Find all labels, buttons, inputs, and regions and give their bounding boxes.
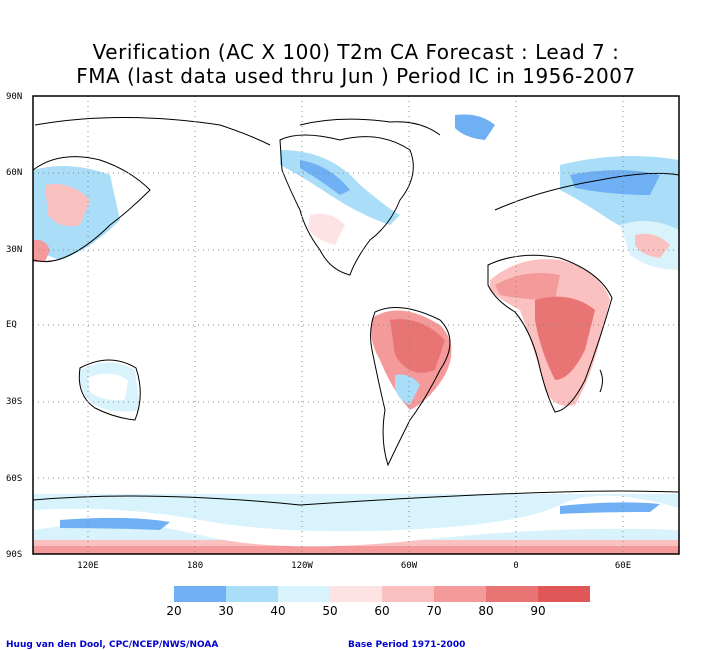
legend-label: 30	[218, 604, 234, 618]
lon-label-0: 0	[513, 561, 519, 571]
legend-color-box	[382, 586, 434, 602]
lon-label-120e: 120E	[77, 561, 99, 571]
legend-label: 60	[374, 604, 390, 618]
lat-label-30n: 30N	[6, 245, 23, 255]
legend-color-box	[330, 586, 382, 602]
legend-label: 40	[270, 604, 286, 618]
legend-label: 50	[322, 604, 338, 618]
lat-label-60s: 60S	[6, 474, 23, 484]
legend-color-box	[538, 586, 590, 602]
legend-color-box	[486, 586, 538, 602]
lat-label-30s: 30S	[6, 397, 23, 407]
lon-label-60w: 60W	[400, 561, 418, 571]
lon-label-60e: 60E	[614, 561, 632, 571]
lat-label-90n: 90N	[6, 92, 23, 102]
lat-label-90s: 90S	[6, 550, 23, 560]
map-frame-border	[32, 95, 680, 555]
map-title-line-2: FMA (last data used thru Jun ) Period IC…	[76, 64, 636, 88]
lat-label-eq: EQ	[6, 320, 17, 330]
legend-label: 20	[166, 604, 182, 618]
lat-label-60n: 60N	[6, 168, 23, 178]
legend-label: 80	[478, 604, 494, 618]
legend-color-box	[174, 586, 226, 602]
map-title-line-1: Verification (AC X 100) T2m CA Forecast …	[92, 40, 620, 64]
lon-label-180: 180	[186, 561, 204, 571]
lon-label-120w: 120W	[291, 561, 313, 571]
credit-author: Huug van den Dool, CPC/NCEP/NWS/NOAA	[6, 640, 219, 650]
legend-color-box	[278, 586, 330, 602]
legend-color-box	[434, 586, 486, 602]
legend-color-box	[226, 586, 278, 602]
colorbar	[174, 586, 590, 602]
legend-label: 70	[426, 604, 442, 618]
legend-label: 90	[530, 604, 546, 618]
credit-base-period: Base Period 1971-2000	[348, 640, 466, 650]
